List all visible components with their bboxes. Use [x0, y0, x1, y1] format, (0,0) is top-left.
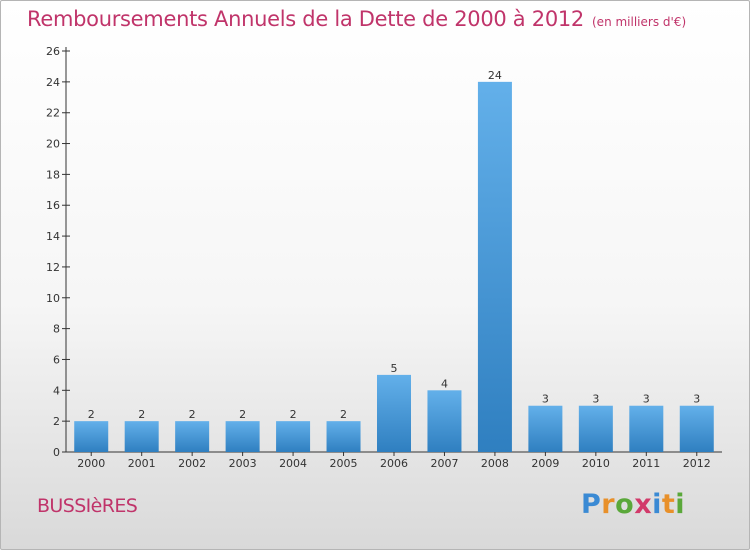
x-tick-label: 2004 [279, 457, 307, 470]
bar-value-label: 3 [643, 393, 650, 406]
logo-letter: P [581, 489, 602, 520]
x-tick-label: 2009 [531, 457, 559, 470]
x-tick-label: 2000 [77, 457, 105, 470]
y-tick-label: 6 [53, 353, 60, 366]
y-tick-label: 18 [46, 168, 60, 181]
x-tick-label: 2011 [632, 457, 660, 470]
x-tick-label: 2007 [430, 457, 458, 470]
y-tick-label: 20 [46, 138, 60, 151]
bar-value-label: 4 [441, 377, 448, 390]
bar-value-label: 3 [592, 393, 599, 406]
bar [175, 421, 210, 452]
x-tick-label: 2005 [330, 457, 358, 470]
bar-value-label: 2 [88, 408, 95, 421]
y-tick-label: 26 [46, 45, 60, 58]
logo-letter: i [652, 489, 662, 520]
y-tick-label: 2 [53, 415, 60, 428]
bar [74, 421, 109, 452]
bar-value-label: 3 [542, 393, 549, 406]
bar [225, 421, 260, 452]
x-tick-label: 2002 [178, 457, 206, 470]
bar-value-label: 2 [138, 408, 145, 421]
proxiti-logo: Proxiti [581, 489, 685, 520]
bar-value-label: 3 [693, 393, 700, 406]
bar-value-label: 2 [239, 408, 246, 421]
bar-value-label: 2 [189, 408, 196, 421]
logo-letter: o [615, 489, 635, 520]
bar [578, 405, 613, 452]
y-tick-label: 4 [53, 384, 60, 397]
bar [124, 421, 159, 452]
y-tick-label: 24 [46, 76, 60, 89]
y-tick-label: 0 [53, 446, 60, 459]
y-tick-label: 8 [53, 323, 60, 336]
bar-value-label: 24 [488, 69, 502, 82]
x-tick-label: 2008 [481, 457, 509, 470]
y-tick-label: 16 [46, 199, 60, 212]
logo-letter: t [661, 489, 676, 520]
chart-title-text: Remboursements Annuels de la Dette de 20… [27, 7, 584, 31]
x-tick-label: 2012 [683, 457, 711, 470]
bar [326, 421, 361, 452]
logo-letter: x [634, 489, 653, 520]
logo-letter: r [601, 489, 616, 520]
y-tick-label: 22 [46, 107, 60, 120]
bar [377, 374, 411, 452]
chart-title: Remboursements Annuels de la Dette de 20… [27, 7, 686, 31]
y-tick-label: 10 [46, 292, 60, 305]
x-tick-label: 2001 [128, 457, 156, 470]
bar [477, 81, 512, 452]
x-tick-label: 2010 [582, 457, 610, 470]
commune-name: BUSSIèRES [37, 495, 138, 517]
y-tick-label: 14 [46, 230, 60, 243]
bar [276, 421, 311, 452]
bar [679, 405, 714, 452]
bar-value-label: 5 [391, 362, 398, 375]
bar [427, 390, 462, 452]
bar-value-label: 2 [340, 408, 347, 421]
x-tick-label: 2006 [380, 457, 408, 470]
bar [528, 405, 563, 452]
chart-unit: (en milliers d'€) [592, 15, 687, 29]
logo-letter: i [675, 489, 686, 520]
x-tick-label: 2003 [229, 457, 257, 470]
bar-value-label: 2 [290, 408, 297, 421]
bar [629, 405, 664, 452]
y-tick-label: 12 [46, 261, 60, 274]
